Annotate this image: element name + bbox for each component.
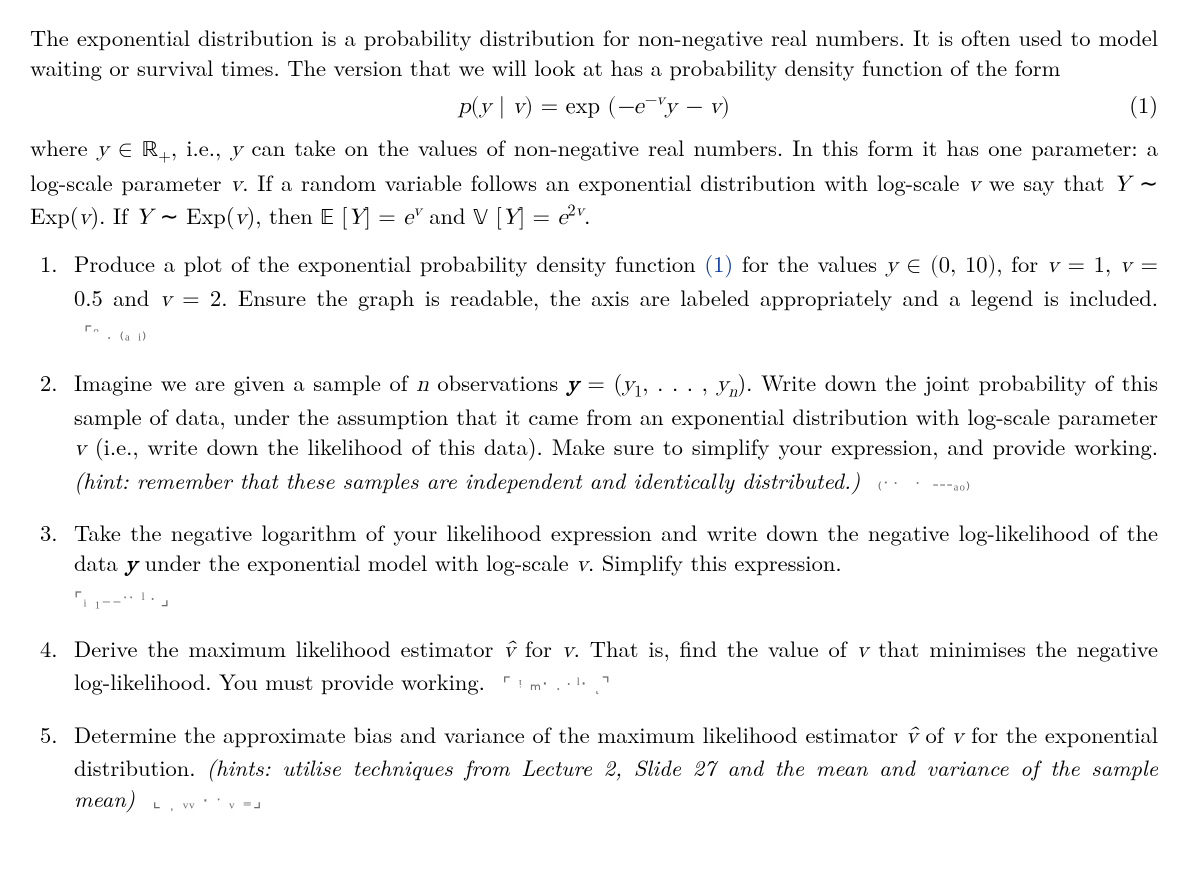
intro-paragraph-2: where y ∈ ℝ+, i.e., y can take on the va… <box>30 132 1158 234</box>
equation-reference[interactable]: (1) <box>704 247 733 279</box>
text: where <box>30 131 97 163</box>
question-3: Take the negative logarithm of your like… <box>74 517 1158 611</box>
question-4: Derive the maximum likelihood estimator … <box>74 633 1158 697</box>
question-1: Produce a plot of the exponential probab… <box>74 248 1158 345</box>
equation-body: p(y | v) = exp (−e−vy − v) <box>458 96 730 118</box>
text: Derive the maximum likelihood estimator … <box>74 632 1158 697</box>
marks-annotation: ₍ᐧ· · ‑‑‑ₐₒ₎ <box>878 470 972 495</box>
marks-annotation: ⌜ᵢ ₁₋₋ˑˑ ˡ·⌟ <box>74 586 170 611</box>
inline-math: 𝕍 [Y] = e2v <box>473 207 584 229</box>
text: Take the negative logarithm of your like… <box>74 516 1158 578</box>
marks-annotation: ⌜ᵔ . ₍ₐ ᵢ₎ <box>84 320 147 345</box>
text: Produce a plot of the exponential probab… <box>74 247 704 279</box>
text: , i.e., y can take on the values of non-… <box>30 131 1158 231</box>
text: . <box>584 199 590 231</box>
equation-number: (1) <box>1129 89 1158 119</box>
text: Imagine we are given a sample of n obser… <box>74 366 1158 462</box>
document-page: The exponential distribution is a probab… <box>0 0 1188 872</box>
question-list: Produce a plot of the exponential probab… <box>30 248 1158 813</box>
hint-text: (hint: remember that these samples are i… <box>74 464 860 496</box>
question-5: Determine the approximate bias and varia… <box>74 719 1158 813</box>
text: and <box>422 199 473 231</box>
equation-1: p(y | v) = exp (−e−vy − v) (1) <box>30 89 1158 122</box>
inline-math: 𝔼 [Y] = ev <box>320 207 422 229</box>
intro-paragraph-1: The exponential distribution is a probab… <box>30 22 1158 83</box>
inline-math: y ∈ ℝ+ <box>97 139 171 161</box>
marks-annotation: ⌜ ᵎ ₘ‧ .·ˡ‧ ͺ⌝ <box>502 671 610 696</box>
question-2: Imagine we are given a sample of n obser… <box>74 367 1158 495</box>
marks-annotation: ⌞ ˌ ᵥᵥ ‧ ˑ ᵥ ₌⌟ <box>152 788 262 813</box>
